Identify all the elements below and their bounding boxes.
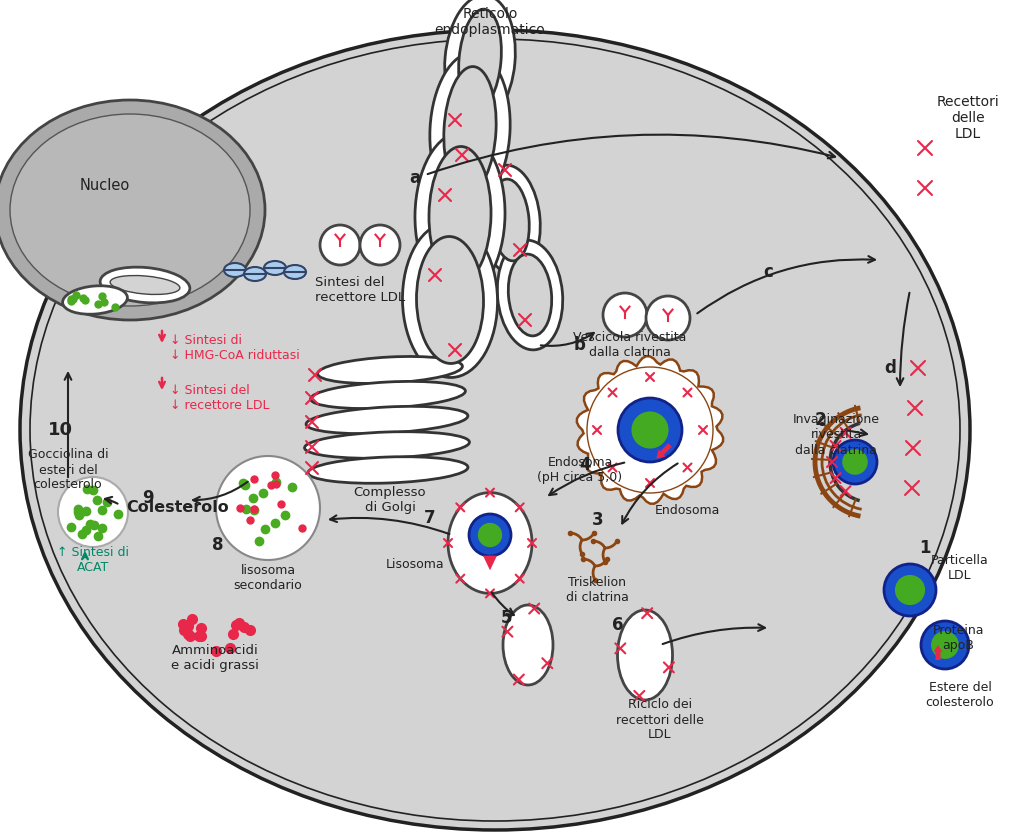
Text: d: d [884,359,896,377]
Circle shape [319,225,360,265]
Circle shape [618,398,682,462]
Circle shape [646,296,690,340]
Ellipse shape [20,30,970,830]
Text: 8: 8 [212,536,224,554]
Ellipse shape [317,356,463,384]
Ellipse shape [310,381,465,409]
Text: Reticolo
endoplasmatico: Reticolo endoplasmatico [434,7,546,37]
Ellipse shape [490,179,529,261]
Text: Triskelion
di clatrina: Triskelion di clatrina [565,576,629,604]
Ellipse shape [62,286,127,314]
Ellipse shape [430,53,510,207]
Ellipse shape [216,456,319,560]
Text: Riciclo dei
recettori delle
LDL: Riciclo dei recettori delle LDL [616,699,703,742]
Ellipse shape [402,222,498,378]
Text: lisosoma
secondario: lisosoma secondario [233,564,302,592]
Polygon shape [483,556,497,570]
Circle shape [587,367,713,493]
Ellipse shape [498,240,563,349]
Circle shape [603,293,647,337]
Circle shape [895,575,925,605]
Text: Colesterolo: Colesterolo [127,501,229,516]
Text: a: a [410,169,421,187]
Text: Recettori
delle
LDL: Recettori delle LDL [937,94,999,141]
Text: 10: 10 [47,421,73,439]
Ellipse shape [449,492,532,594]
Text: 2: 2 [814,411,825,429]
Text: b: b [574,336,586,354]
Ellipse shape [10,114,250,306]
FancyArrow shape [656,443,672,459]
Text: ↑ Sintesi di
ACAT: ↑ Sintesi di ACAT [57,546,129,574]
Text: Nucleo: Nucleo [80,177,130,192]
Ellipse shape [111,276,180,294]
Ellipse shape [429,146,492,283]
Circle shape [632,411,669,449]
Wedge shape [830,383,910,541]
Text: ↓ Sintesi di
↓ HMG-CoA riduttasi: ↓ Sintesi di ↓ HMG-CoA riduttasi [170,334,300,362]
Circle shape [921,621,969,669]
Circle shape [833,440,877,484]
Text: Particella
LDL: Particella LDL [931,554,989,582]
Text: ↓ Sintesi del
↓ recettore LDL: ↓ Sintesi del ↓ recettore LDL [170,384,269,412]
Ellipse shape [443,67,497,193]
Text: 4: 4 [580,456,591,474]
Text: 5: 5 [502,609,513,627]
Ellipse shape [306,406,468,434]
Ellipse shape [415,133,505,298]
Ellipse shape [264,261,286,275]
Text: Amminoacidi
e acidi grassi: Amminoacidi e acidi grassi [171,644,259,672]
Text: Endosoma
(pH circa 5,0): Endosoma (pH circa 5,0) [538,456,623,484]
Circle shape [58,477,128,547]
Text: Complesso
di Golgi: Complesso di Golgi [353,486,426,514]
Circle shape [577,357,723,503]
Text: 3: 3 [592,511,604,529]
Ellipse shape [284,265,306,279]
Text: Estere del
colesterolo: Estere del colesterolo [926,681,994,709]
Text: c: c [763,263,773,281]
Ellipse shape [224,263,246,277]
Text: Sintesi del
recettore LDL: Sintesi del recettore LDL [315,276,406,304]
Ellipse shape [459,9,502,111]
Circle shape [360,225,400,265]
Circle shape [469,514,511,556]
Circle shape [931,631,958,659]
Text: 1: 1 [920,539,931,557]
Text: Lisosoma: Lisosoma [386,558,444,572]
Text: Endosoma: Endosoma [655,503,720,517]
Ellipse shape [244,267,266,281]
Text: 9: 9 [142,489,154,507]
Ellipse shape [617,610,673,700]
Circle shape [478,522,502,548]
Text: 7: 7 [424,509,436,527]
Ellipse shape [479,166,541,275]
Ellipse shape [508,254,552,336]
FancyArrow shape [934,645,942,660]
Text: Proteina
apoB: Proteina apoB [932,624,984,652]
Ellipse shape [308,456,468,483]
Ellipse shape [0,100,265,320]
Ellipse shape [417,237,483,364]
Ellipse shape [304,431,469,458]
Circle shape [884,564,936,616]
Text: Gocciolina di
esteri del
colesterolo: Gocciolina di esteri del colesterolo [28,448,109,492]
Ellipse shape [444,0,515,125]
Ellipse shape [503,605,553,685]
Text: Vescicola rivestita
dalla clatrina: Vescicola rivestita dalla clatrina [573,331,687,359]
Text: 6: 6 [612,616,624,634]
Circle shape [842,449,867,475]
Polygon shape [577,356,723,504]
Ellipse shape [100,268,189,303]
Text: Invaginazione
rivestita
dalla clatrina: Invaginazione rivestita dalla clatrina [793,414,880,456]
